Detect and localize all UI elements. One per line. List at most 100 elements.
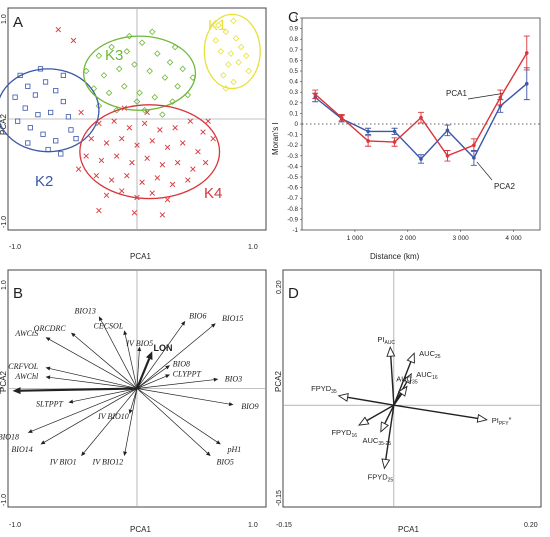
panel-c-ytick-label: -0.1 — [287, 132, 298, 139]
panel-a-x-max: 1.0 — [248, 244, 258, 251]
vector-label: BIO15 — [222, 314, 243, 323]
point-pca1 — [392, 140, 397, 144]
point-k4 — [195, 148, 201, 155]
point-k2 — [40, 131, 46, 137]
point-k4 — [210, 135, 216, 142]
point-k4 — [205, 118, 211, 124]
vector-label: BIO18 — [0, 432, 19, 441]
vector-shaft — [130, 388, 138, 410]
vector-label: BIO6 — [189, 312, 206, 321]
point-k4 — [187, 118, 194, 124]
vector-arrowhead — [406, 352, 415, 364]
point-k4 — [139, 179, 145, 185]
point-k3 — [148, 28, 156, 36]
point-k2 — [53, 88, 59, 94]
point-k4 — [172, 125, 178, 131]
point-k2 — [60, 72, 66, 78]
point-k4 — [164, 144, 171, 151]
panel-c-xtick-label: 4 000 — [505, 235, 522, 242]
vector-sltppt: SLTPPT — [36, 388, 138, 409]
panel-c-ytick-label: 0.5 — [289, 68, 298, 75]
panel-c-ytick-label: -0.2 — [287, 142, 298, 149]
point-k4 — [141, 120, 148, 127]
vector-shaft — [83, 388, 138, 453]
vector-arrowhead — [27, 429, 33, 433]
vector-pi-pfy: PIPFY* — [393, 404, 512, 427]
point-pca1 — [445, 154, 450, 158]
panel-d-x-min: -0.15 — [276, 522, 292, 529]
panel-b-x-min: -1.0 — [9, 522, 21, 529]
point-k1 — [245, 67, 253, 75]
point-k1 — [212, 37, 220, 44]
vector-fpyd-16: FPYD16 — [331, 404, 395, 439]
point-k2 — [58, 151, 64, 157]
vector-label: PIPFY* — [492, 416, 512, 427]
vector-shaft — [74, 335, 138, 389]
point-k2 — [25, 140, 31, 146]
vector-shaft — [49, 377, 138, 389]
vector-clyppt: CLYPPT — [136, 369, 202, 389]
point-k4 — [149, 190, 155, 196]
vector-arrowhead — [205, 451, 211, 457]
vector-bio6: BIO6 — [136, 312, 206, 389]
vector-label: IV BIO10 — [97, 412, 129, 421]
point-k4 — [200, 129, 206, 135]
panel-c: C Distance (km) Moran's I PCA1 PCA2 — [271, 9, 515, 261]
vector-shaft — [136, 351, 140, 389]
vector-cecsol: CECSOL — [93, 322, 138, 389]
panel-a-x-min: -1.0 — [9, 244, 21, 251]
vector-iv-bio12: IV BIO12 — [92, 388, 138, 466]
point-k2 — [25, 83, 31, 89]
point-pca1 — [366, 139, 370, 143]
cluster-label-k3: K3 — [105, 47, 123, 64]
vector-shaft — [384, 404, 395, 424]
panel-c-xtick-label: 3 000 — [453, 235, 470, 242]
vector-arrowhead — [81, 451, 86, 457]
point-k4 — [70, 37, 77, 44]
point-k4 — [185, 177, 191, 183]
point-k3 — [123, 48, 131, 55]
point-k4 — [88, 135, 94, 142]
point-k2 — [32, 92, 39, 98]
panel-c-ytick-label: 0.1 — [289, 110, 298, 117]
point-k2 — [17, 72, 23, 78]
point-pca2 — [419, 157, 423, 161]
vector-lat: LAT — [0, 386, 138, 396]
vector-label: IV BIO1 — [49, 457, 77, 466]
vector-label: IV BIO5 — [125, 339, 153, 348]
vector-label: BIO3 — [225, 374, 242, 383]
point-k3 — [146, 67, 153, 75]
point-k4 — [119, 188, 125, 194]
vector-arrowhead — [40, 440, 46, 445]
point-k4 — [144, 155, 150, 161]
vector-label: LAT — [0, 386, 3, 396]
panel-c-ytick-label: 1 — [295, 15, 299, 22]
panel-a-letter: A — [13, 14, 23, 31]
point-k2 — [35, 112, 41, 118]
vector-arrowhead — [213, 377, 219, 382]
panel-c-ytick-label: -0.6 — [287, 185, 298, 192]
panel-a-y-max: 1.0 — [1, 14, 8, 24]
point-k4 — [174, 159, 181, 166]
point-k2 — [65, 114, 72, 120]
vector-iv-bio5: IV BIO5 — [125, 339, 153, 389]
panel-d: D -0.15 0.20 PCA1 -0.15 0.20 PCA2 — [274, 269, 542, 534]
vector-label: AUC16 — [416, 370, 438, 381]
point-k4 — [111, 118, 117, 124]
vector-shaft — [31, 388, 138, 432]
point-k4 — [131, 210, 138, 216]
point-k4 — [75, 166, 82, 172]
vector-shaft — [393, 361, 412, 406]
vector-auc-35-25: AUC35-25 — [362, 404, 395, 447]
vector-ph1: pH1 — [136, 388, 241, 454]
point-k3 — [179, 65, 186, 73]
series-k2 — [12, 66, 79, 157]
vector-label: CLYPPT — [173, 369, 202, 378]
panel-c-ytick-label: 0.3 — [289, 89, 298, 96]
chart-marks: 1 0.9 0.8 0.7 0.6 0.5 0.4 0.3 0.2 0.1 0 -0.1 -0.2 -0.… — [0, 9, 541, 506]
point-k3 — [138, 39, 146, 46]
vector-shaft — [124, 388, 138, 452]
point-k2 — [53, 138, 59, 144]
panel-c-pca1-label: PCA1 — [446, 89, 467, 98]
